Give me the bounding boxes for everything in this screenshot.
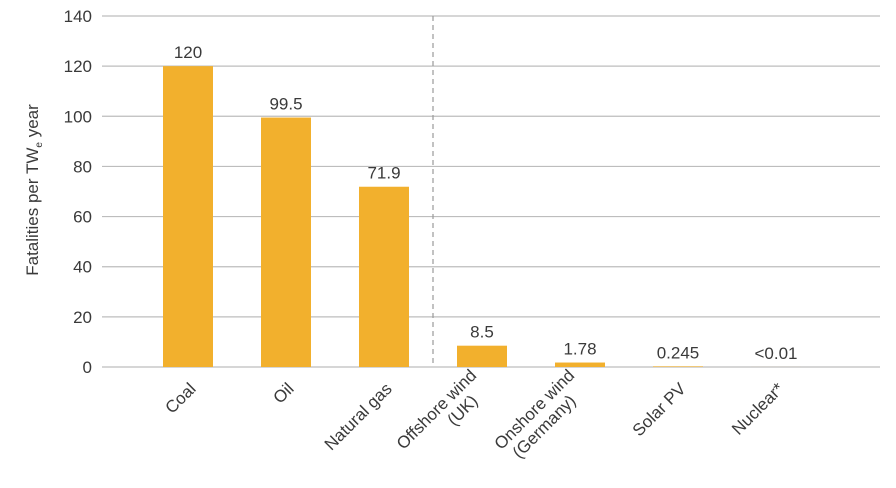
y-axis-title-suffix: year: [23, 104, 42, 142]
gridlines: [102, 15, 880, 368]
y-tick-label: 60: [73, 208, 92, 227]
category-label-line: Solar PV: [629, 379, 690, 440]
data-label: 99.5: [269, 95, 302, 114]
category-label-text: Nuclear*: [728, 379, 788, 439]
y-axis-title-main: Fatalities per TW: [23, 148, 42, 276]
bar: [653, 366, 703, 367]
category-label-text: Solar PV: [629, 379, 690, 440]
category-label: Natural gas: [321, 379, 396, 454]
y-tick-label: 120: [64, 57, 92, 76]
y-axis-title-subscript: e: [34, 142, 45, 148]
value-labels: 120 99.5 71.9 8.5 1.78 0.245 <0.01: [174, 43, 798, 363]
data-label: 0.245: [657, 343, 700, 362]
bar: [261, 117, 311, 368]
y-axis-ticks: 0 20 40 60 80 100 120 140: [64, 7, 92, 377]
category-label: Solar PV: [629, 379, 690, 440]
category-label-line: Natural gas: [321, 379, 396, 454]
y-axis-title: Fatalities per TWe year: [23, 104, 45, 276]
y-tick-label: 140: [64, 7, 92, 26]
category-label: Coal: [161, 379, 199, 417]
data-label: 71.9: [367, 164, 400, 183]
y-tick-label: 80: [73, 157, 92, 176]
category-label-text: Onshore wind(Germany): [491, 366, 592, 467]
bar: [555, 362, 605, 367]
category-label-text: Natural gas: [321, 379, 396, 454]
category-label: Oil: [270, 379, 298, 407]
category-label: Offshore wind(UK): [393, 366, 494, 467]
data-label: <0.01: [754, 344, 797, 363]
category-label-line: Nuclear*: [728, 379, 788, 439]
y-tick-label: 40: [73, 258, 92, 277]
category-label-text: Oil: [270, 379, 298, 407]
y-tick-label: 0: [83, 358, 92, 377]
data-label: 1.78: [563, 340, 596, 359]
bar: [163, 66, 213, 368]
category-label-line: Oil: [270, 379, 298, 407]
y-tick-label: 100: [64, 107, 92, 126]
bar: [359, 186, 409, 367]
data-label: 8.5: [470, 323, 494, 342]
bars: [163, 66, 801, 368]
category-label: Nuclear*: [728, 379, 788, 439]
data-label: 120: [174, 43, 202, 62]
category-label-line: Coal: [161, 379, 199, 417]
category-label: Onshore wind(Germany): [491, 366, 592, 467]
bar: [457, 345, 507, 367]
y-tick-label: 20: [73, 308, 92, 327]
category-label-text: Offshore wind(UK): [393, 366, 494, 467]
category-label-text: Coal: [161, 379, 199, 417]
